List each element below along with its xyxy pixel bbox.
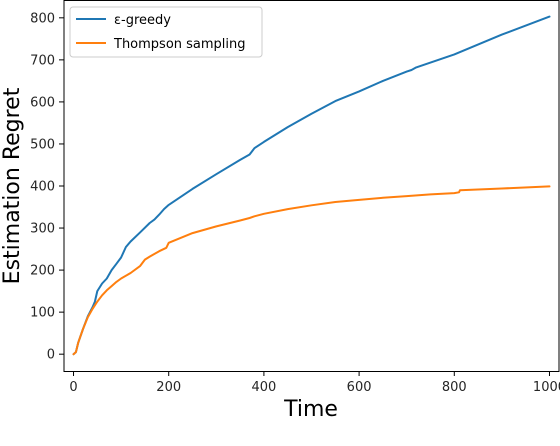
x-tick-label-4: 800 [442,380,467,395]
series-lines [72,15,551,356]
x-tick-label-3: 600 [347,380,372,395]
y-tick-label-1: 100 [30,306,55,321]
legend-label-1: Thompson sampling [113,37,246,52]
x-axis-title: Time [283,397,338,422]
y-tick-label-7: 700 [30,53,55,68]
y-tick-label-5: 500 [30,137,55,152]
x-tick-label-5: 1000 [533,380,560,395]
legend-box [69,6,263,58]
y-axis-title: Estimation Regret [0,87,25,284]
x-tick-label-0: 0 [69,380,77,395]
y-tick-label-6: 600 [30,95,55,110]
y-tick-label-4: 400 [30,180,55,195]
series-line-0 [72,15,551,356]
y-tick-label-2: 200 [30,264,55,279]
y-tick-label-0: 0 [47,348,55,363]
x-tick-label-2: 400 [251,380,276,395]
legend: ε-greedy Thompson sampling [69,6,263,58]
y-tick-label-8: 800 [30,11,55,26]
y-tick-label-3: 300 [30,222,55,237]
x-tick-label-1: 200 [156,380,181,395]
x-axis-ticks: 0 200 400 600 800 1000 [69,371,560,395]
y-axis-ticks: 0 100 200 300 400 500 600 700 800 [30,11,64,363]
legend-label-0: ε-greedy [114,13,171,28]
series-line-1 [72,185,551,356]
